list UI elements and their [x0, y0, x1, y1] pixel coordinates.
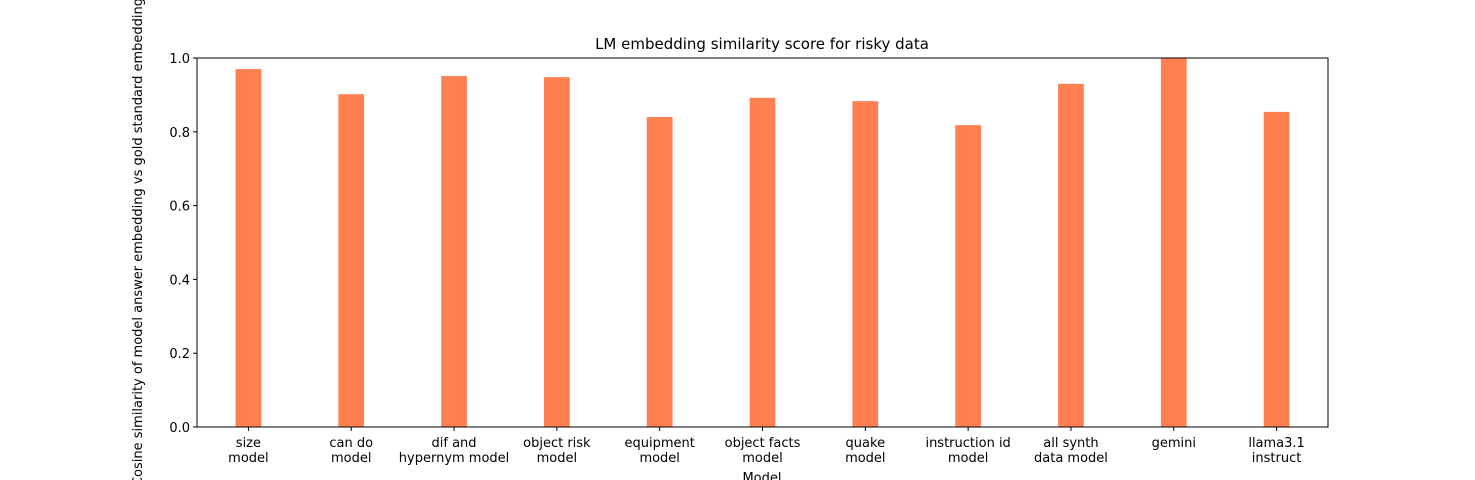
- chart-title: LM embedding similarity score for risky …: [595, 35, 929, 53]
- bar: [338, 94, 365, 428]
- bar: [1160, 58, 1187, 427]
- bar: [1263, 111, 1290, 428]
- bar: [544, 77, 570, 428]
- bar: [955, 125, 981, 428]
- bar: [441, 76, 467, 428]
- x-tick-label: equipment model: [625, 436, 695, 466]
- x-tick-label: size model: [228, 436, 268, 466]
- bar: [749, 97, 776, 428]
- plot-frame: [196, 57, 1329, 428]
- y-tick-label: 0.0: [169, 421, 190, 436]
- x-axis-label: Model: [742, 471, 781, 480]
- y-tick-label: 0.4: [169, 273, 190, 288]
- x-tick-label: quake model: [845, 436, 885, 466]
- x-tick-label: llama3.1 instruct: [1248, 436, 1305, 466]
- x-tick-label: can do model: [329, 436, 373, 466]
- bar: [1058, 83, 1084, 427]
- x-tick-label: object risk model: [523, 436, 591, 466]
- bar: [235, 69, 262, 427]
- y-tick-label: 0.8: [169, 126, 190, 141]
- x-tick-label: dif and hypernym model: [399, 436, 510, 466]
- bar: [852, 101, 879, 427]
- y-axis-label: Cosine similarity of model answer embedd…: [131, 0, 146, 480]
- x-tick-label: gemini: [1152, 436, 1196, 451]
- y-tick-label: 0.6: [169, 200, 190, 215]
- x-tick-label: all synth data model: [1034, 436, 1108, 466]
- x-tick-label: object facts model: [725, 436, 801, 466]
- x-tick-label: instruction id model: [925, 436, 1010, 466]
- y-tick-label: 1.0: [169, 52, 190, 67]
- y-tick-label: 0.2: [169, 347, 190, 362]
- bar: [646, 117, 673, 427]
